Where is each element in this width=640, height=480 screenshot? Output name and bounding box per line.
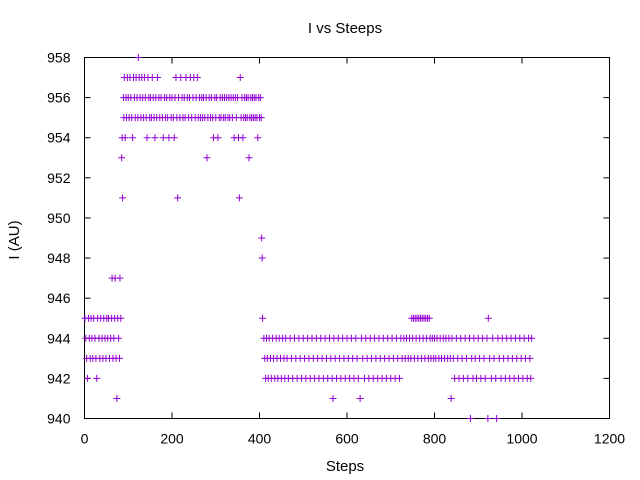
data-point (116, 274, 124, 282)
data-point (447, 394, 455, 402)
y-tick-label: 956 (47, 90, 71, 106)
data-point (425, 314, 433, 322)
data-point (151, 134, 159, 142)
y-tick-label: 954 (47, 130, 71, 146)
data-point (259, 314, 267, 322)
data-point (129, 134, 137, 142)
data-point (484, 415, 492, 422)
data-point (118, 154, 126, 162)
data-point (484, 314, 492, 322)
data-point (119, 194, 127, 202)
data-point (245, 154, 253, 162)
data-point (396, 374, 403, 382)
data-point (121, 134, 129, 142)
data-point (329, 394, 337, 402)
data-point (214, 134, 222, 142)
x-tick-label: 600 (335, 431, 359, 447)
y-tick-label: 958 (47, 50, 71, 66)
y-tick-label: 950 (47, 210, 71, 226)
y-tick-label: 944 (47, 330, 71, 346)
x-tick-label: 1000 (506, 431, 537, 447)
data-point (115, 334, 123, 342)
data-point (257, 114, 265, 122)
data-point (354, 374, 362, 382)
data-point (174, 194, 182, 202)
data-point (203, 154, 211, 162)
data-point (134, 54, 142, 61)
x-axis-title: Steps (326, 458, 364, 475)
x-tick-label: 0 (81, 431, 89, 447)
x-tick-label: 400 (248, 431, 272, 447)
data-point (466, 415, 474, 422)
axis-ticks: 0 200 400 600 800 1000 1200 940 942 944 946 948 950 9… (47, 50, 625, 447)
chart-title: I vs Steeps (308, 20, 382, 37)
data-point (239, 134, 247, 142)
data-point (258, 254, 266, 262)
data-point (84, 374, 92, 382)
data-point (356, 394, 364, 402)
data-point (193, 74, 201, 82)
y-axis-title: I (AU) (6, 220, 23, 259)
data-point (93, 374, 101, 382)
x-tick-label: 1200 (594, 431, 625, 447)
data-point (170, 134, 178, 142)
data-point (528, 334, 536, 342)
data-points (81, 54, 536, 422)
x-tick-label: 200 (160, 431, 184, 447)
data-point (235, 194, 243, 202)
data-point (117, 314, 125, 322)
data-point (154, 74, 162, 82)
y-tick-label: 952 (47, 170, 71, 186)
data-point (143, 134, 151, 142)
data-point (527, 374, 535, 382)
data-point (256, 94, 264, 102)
y-tick-label: 946 (47, 290, 71, 306)
data-point (236, 74, 244, 82)
data-point (113, 394, 121, 402)
data-point (254, 134, 262, 142)
data-point (526, 354, 534, 362)
data-point (493, 415, 501, 422)
y-tick-label: 942 (47, 370, 71, 386)
x-tick-label: 800 (423, 431, 447, 447)
data-point (258, 234, 266, 242)
data-point (481, 374, 489, 382)
data-point (116, 354, 123, 362)
y-tick-label: 940 (47, 411, 71, 427)
y-tick-label: 948 (47, 250, 71, 266)
plot-area-frame (84, 57, 610, 419)
